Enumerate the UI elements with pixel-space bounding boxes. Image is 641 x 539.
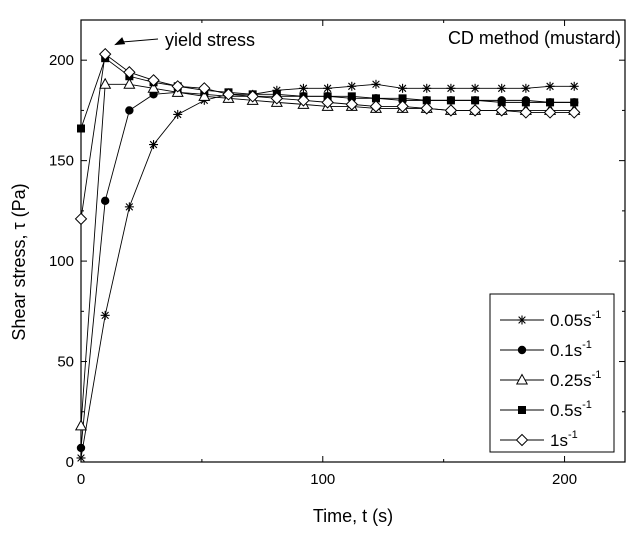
data-point-asterisk bbox=[569, 81, 579, 91]
data-point-square bbox=[77, 124, 85, 133]
data-point-triangle bbox=[74, 419, 88, 431]
legend-label-sup: -1 bbox=[568, 429, 578, 441]
legend-label-triangle: 0.25s-1 bbox=[550, 369, 601, 390]
legend: 0.05s-10.1s-10.25s-10.5s-11s-1 bbox=[489, 293, 615, 453]
data-point-asterisk bbox=[323, 83, 333, 93]
data-point-circle bbox=[125, 106, 134, 115]
data-point-square bbox=[471, 96, 480, 105]
data-point-square bbox=[347, 92, 356, 101]
legend-label-circle: 0.1s-1 bbox=[550, 339, 592, 360]
data-point-triangle bbox=[147, 81, 160, 93]
x-tick-label-0: 0 bbox=[77, 471, 85, 488]
data-point-asterisk bbox=[398, 83, 408, 93]
data-point-circle bbox=[76, 443, 86, 453]
annotation-arrow-head bbox=[114, 37, 126, 46]
series-asterisk bbox=[76, 79, 579, 463]
data-point-diamond bbox=[123, 66, 136, 79]
data-point-diamond bbox=[568, 106, 581, 119]
data-point-diamond bbox=[321, 96, 334, 109]
annotation-arrow-line bbox=[120, 38, 159, 43]
legend-item-triangle: 0.25s-1 bbox=[500, 369, 601, 390]
plot-frame-group bbox=[80, 19, 626, 463]
axis-ticks-group: 0 100 200 0 50 100 150 200 bbox=[49, 20, 625, 488]
data-point-diamond bbox=[345, 98, 358, 111]
data-point-diamond bbox=[222, 88, 235, 101]
legend-label-sup: -1 bbox=[592, 309, 602, 321]
data-point-diamond bbox=[98, 47, 112, 61]
legend-label-square: 0.5s-1 bbox=[550, 399, 592, 420]
data-point-asterisk bbox=[521, 83, 531, 93]
legend-marker-circle bbox=[517, 345, 527, 355]
y-tick-label-0: 0 bbox=[66, 454, 74, 471]
x-tick-label-2: 200 bbox=[552, 471, 577, 488]
data-point-square bbox=[371, 94, 380, 103]
data-point-asterisk bbox=[124, 202, 134, 212]
legend-marker-asterisk bbox=[517, 315, 527, 325]
data-point-asterisk bbox=[347, 81, 357, 91]
data-point-asterisk bbox=[76, 453, 86, 463]
data-point-diamond bbox=[147, 74, 160, 87]
data-point-diamond bbox=[297, 94, 310, 107]
data-point-circle bbox=[100, 196, 110, 206]
data-point-square bbox=[497, 98, 506, 107]
data-point-diamond bbox=[74, 212, 88, 226]
data-point-asterisk bbox=[173, 109, 183, 119]
y-axis-title: Shear stress, τ (Pa) bbox=[9, 183, 29, 340]
y-tick-label-3: 150 bbox=[49, 153, 74, 170]
data-point-asterisk bbox=[470, 83, 480, 93]
data-point-diamond bbox=[198, 82, 211, 95]
legend-marker-triangle bbox=[515, 373, 529, 385]
legend-label-sup: -1 bbox=[592, 369, 602, 381]
series-diamond bbox=[74, 47, 581, 226]
data-point-asterisk bbox=[100, 310, 110, 320]
legend-item-square: 0.5s-1 bbox=[500, 399, 592, 420]
data-point-triangle bbox=[99, 77, 112, 89]
data-point-asterisk bbox=[422, 83, 432, 93]
chart-title: CD method (mustard) bbox=[448, 28, 621, 48]
y-tick-label-1: 50 bbox=[57, 354, 74, 371]
data-point-diamond bbox=[369, 100, 383, 113]
data-point-diamond bbox=[519, 106, 533, 119]
data-point-square bbox=[546, 98, 555, 107]
data-point-asterisk bbox=[545, 81, 555, 91]
legend-marker-square bbox=[518, 406, 526, 414]
data-point-diamond bbox=[543, 106, 557, 119]
data-point-diamond bbox=[495, 104, 508, 117]
data-point-square bbox=[422, 96, 431, 105]
data-point-square bbox=[446, 96, 455, 105]
legend-label-asterisk: 0.05s-1 bbox=[550, 309, 601, 330]
data-point-diamond bbox=[420, 102, 433, 115]
data-point-square bbox=[521, 98, 530, 107]
x-tick-label-1: 100 bbox=[310, 471, 335, 488]
legend-label-sup: -1 bbox=[582, 339, 592, 351]
legend-label-sup: -1 bbox=[582, 399, 592, 411]
data-point-triangle bbox=[198, 89, 211, 101]
data-point-diamond bbox=[396, 100, 409, 113]
legend-item-asterisk: 0.05s-1 bbox=[500, 309, 601, 330]
data-point-diamond bbox=[468, 104, 482, 117]
series-group bbox=[74, 47, 581, 463]
data-point-diamond bbox=[444, 104, 458, 117]
y-tick-label-4: 200 bbox=[49, 52, 74, 69]
data-point-triangle bbox=[123, 77, 136, 89]
data-point-diamond bbox=[246, 90, 259, 103]
x-axis-title: Time, t (s) bbox=[313, 506, 393, 526]
data-point-asterisk bbox=[497, 83, 507, 93]
data-point-square bbox=[570, 98, 579, 107]
data-point-diamond bbox=[270, 92, 284, 105]
annotation-text: yield stress bbox=[165, 30, 255, 50]
data-point-asterisk bbox=[371, 79, 381, 89]
data-point-asterisk bbox=[149, 140, 159, 150]
data-point-asterisk bbox=[298, 83, 308, 93]
data-point-diamond bbox=[171, 80, 184, 93]
plot-frame bbox=[80, 19, 626, 463]
data-point-square bbox=[398, 94, 407, 103]
legend-marker-diamond bbox=[515, 433, 529, 447]
yield-stress-annotation: yield stress bbox=[114, 30, 255, 50]
data-point-asterisk bbox=[446, 83, 456, 93]
y-tick-label-2: 100 bbox=[49, 253, 74, 270]
legend-item-circle: 0.1s-1 bbox=[500, 339, 592, 360]
